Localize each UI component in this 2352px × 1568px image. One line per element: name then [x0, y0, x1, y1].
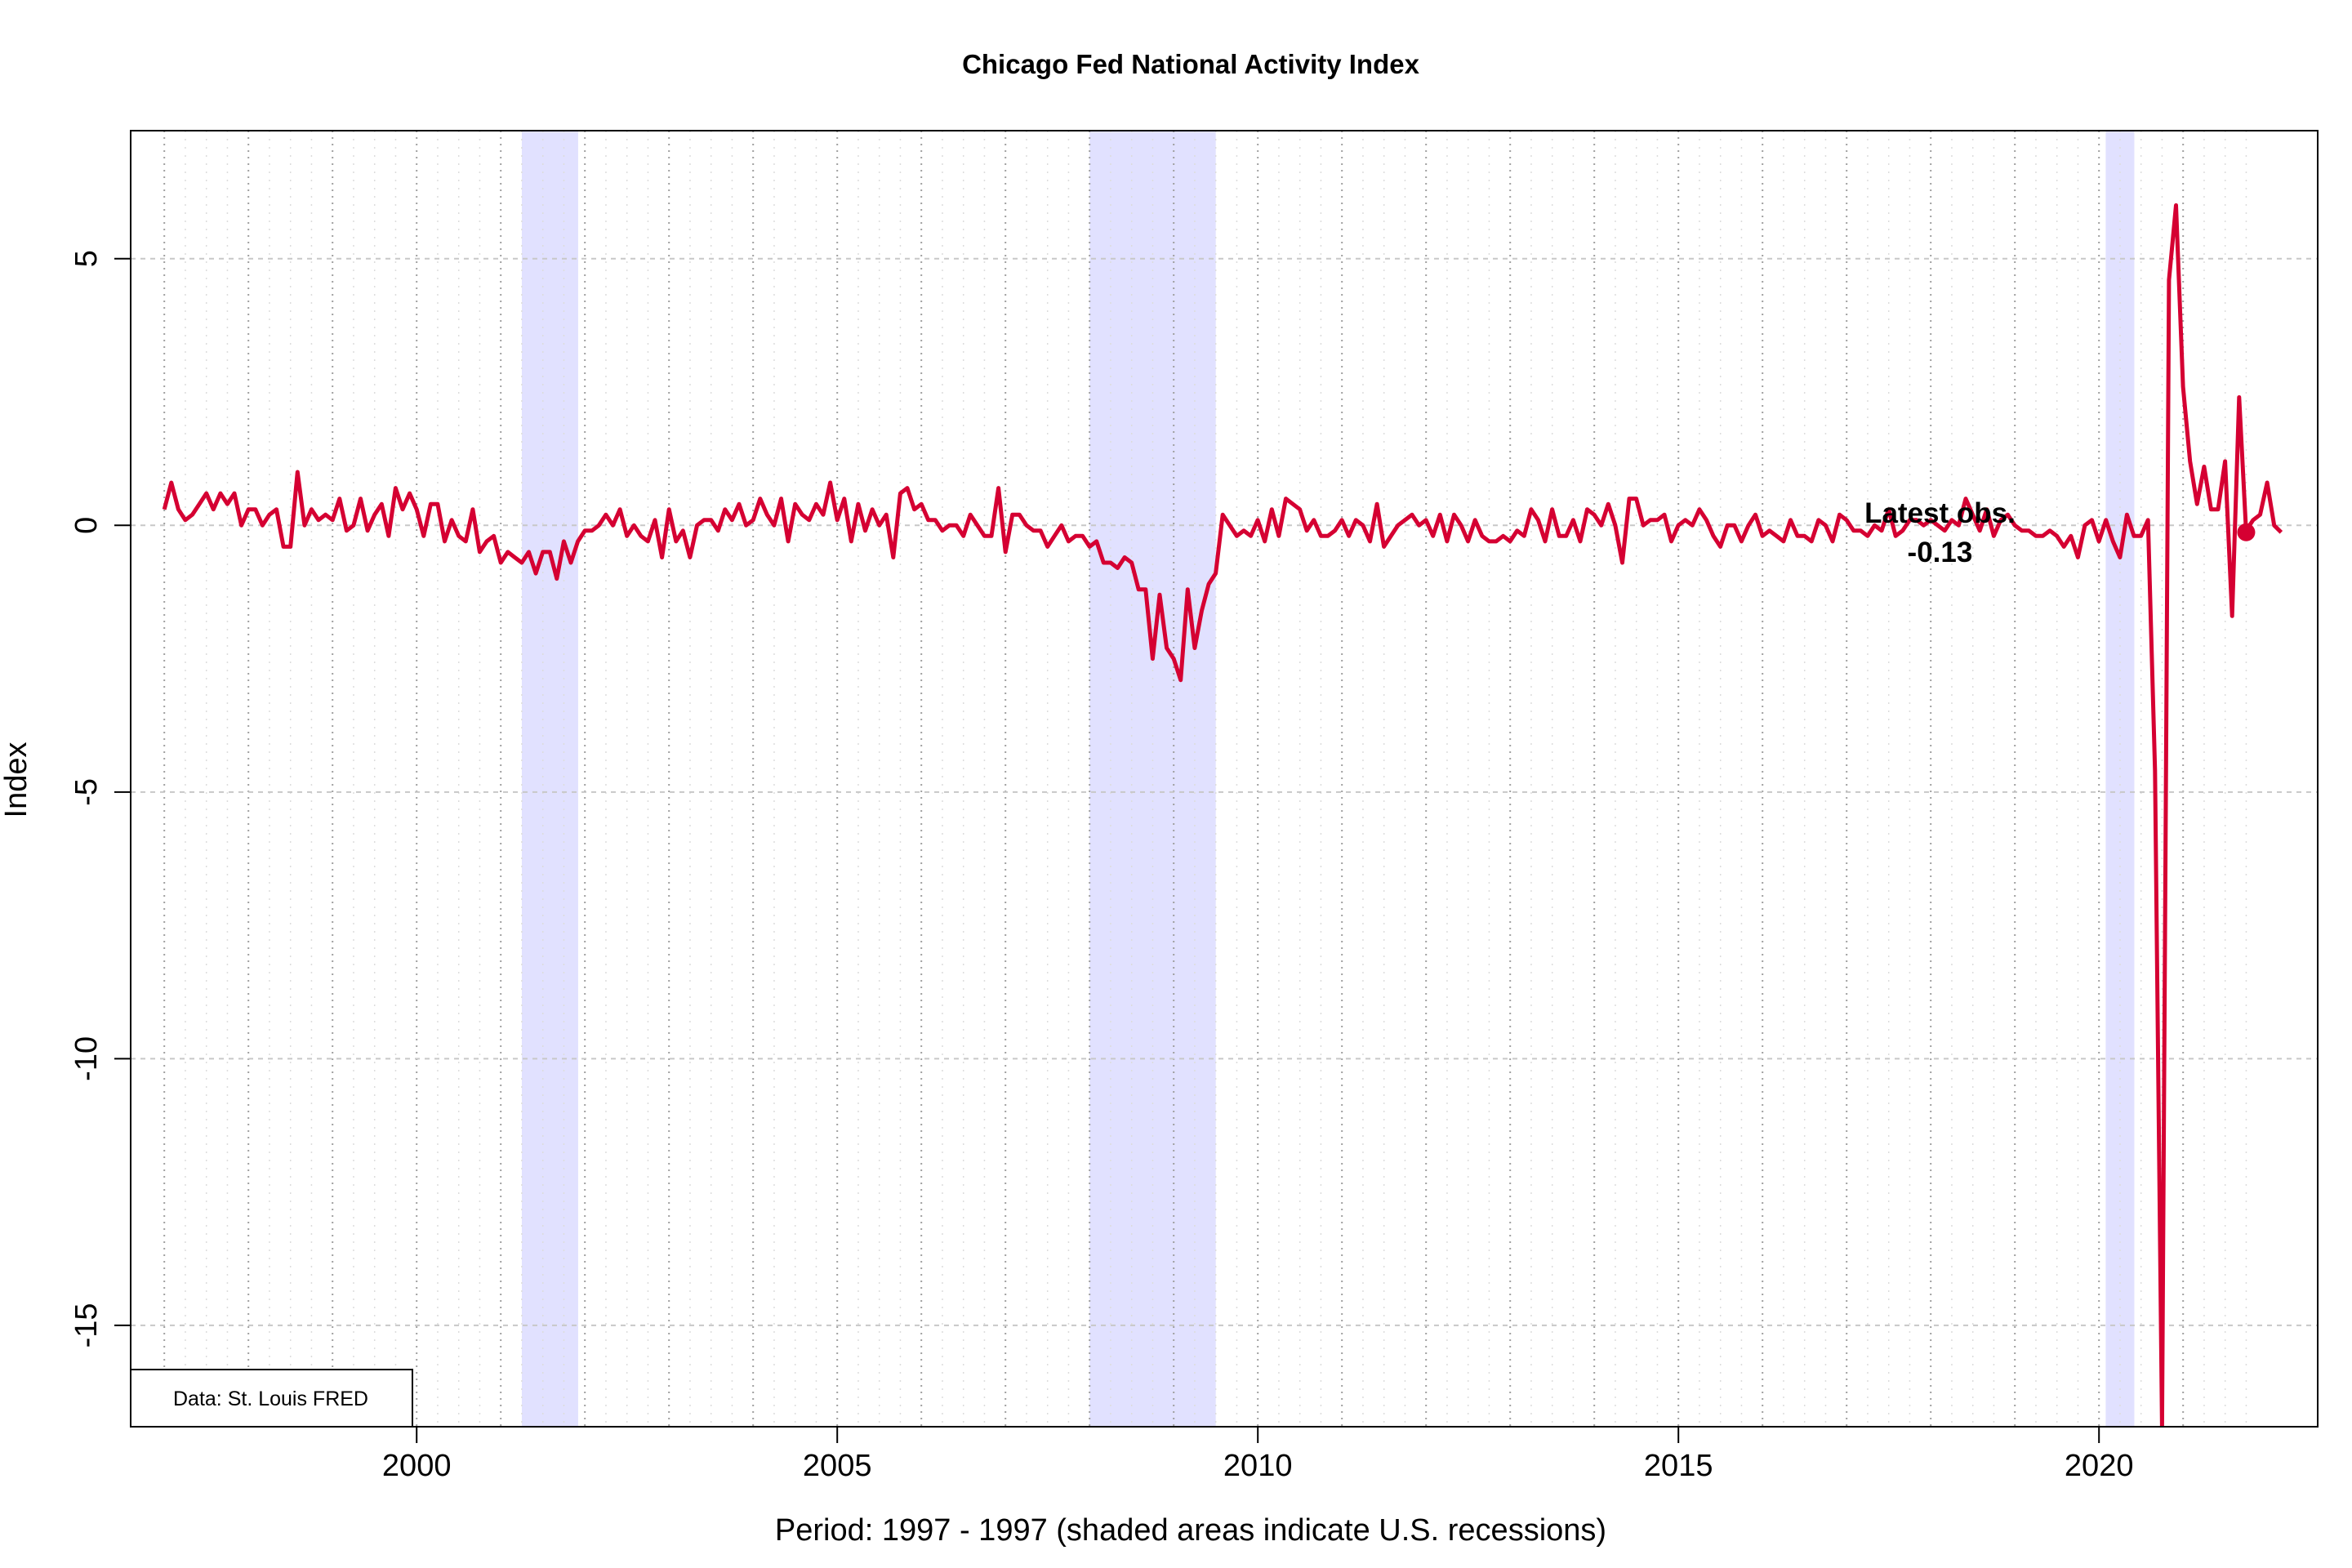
- y-tick-label: 5: [69, 250, 104, 267]
- x-axis-label: Period: 1997 - 1997 (shaded areas indica…: [775, 1513, 1606, 1548]
- x-tick-label: 2020: [2065, 1449, 2134, 1483]
- source-note-text: Data: St. Louis FRED: [173, 1388, 368, 1410]
- x-tick-label: 2005: [803, 1449, 872, 1483]
- source-note-box: Data: St. Louis FRED: [130, 1369, 413, 1428]
- y-tick-label: 0: [69, 517, 104, 534]
- latest-obs-point: [2237, 523, 2256, 541]
- vertical-gridlines: [163, 131, 2247, 1427]
- latest-obs-value: -0.13: [1908, 537, 1973, 568]
- x-tick-label: 2015: [1644, 1449, 1713, 1483]
- recession-shading: [521, 131, 2135, 1427]
- horizontal-gridlines: [131, 257, 2318, 1326]
- y-tick-label: -5: [69, 778, 104, 806]
- latest-point-group: [2237, 523, 2256, 541]
- index-series-line: [162, 203, 2283, 1427]
- y-tick-label: -10: [69, 1036, 104, 1081]
- source-note-frame: [130, 1369, 413, 1428]
- recession-band-1: [521, 131, 578, 1427]
- x-tick-label: 2000: [382, 1449, 452, 1483]
- y-axis-ticks: 5 0 -5 -10 -15: [69, 250, 131, 1348]
- x-tick-label: 2010: [1223, 1449, 1293, 1483]
- recession-band-2: [1089, 131, 1216, 1427]
- data-line: [162, 203, 2283, 1427]
- y-axis-label: Index: [0, 742, 33, 818]
- chart-title: Chicago Fed National Activity Index: [962, 49, 1420, 79]
- plot-frame: [130, 130, 2319, 1428]
- x-axis-ticks: 2000 2005 2010 2015 2020: [382, 1427, 2134, 1483]
- recession-band-3: [2105, 131, 2135, 1427]
- y-tick-label: -15: [69, 1303, 104, 1348]
- latest-obs-label: Latest obs.: [1864, 497, 2016, 529]
